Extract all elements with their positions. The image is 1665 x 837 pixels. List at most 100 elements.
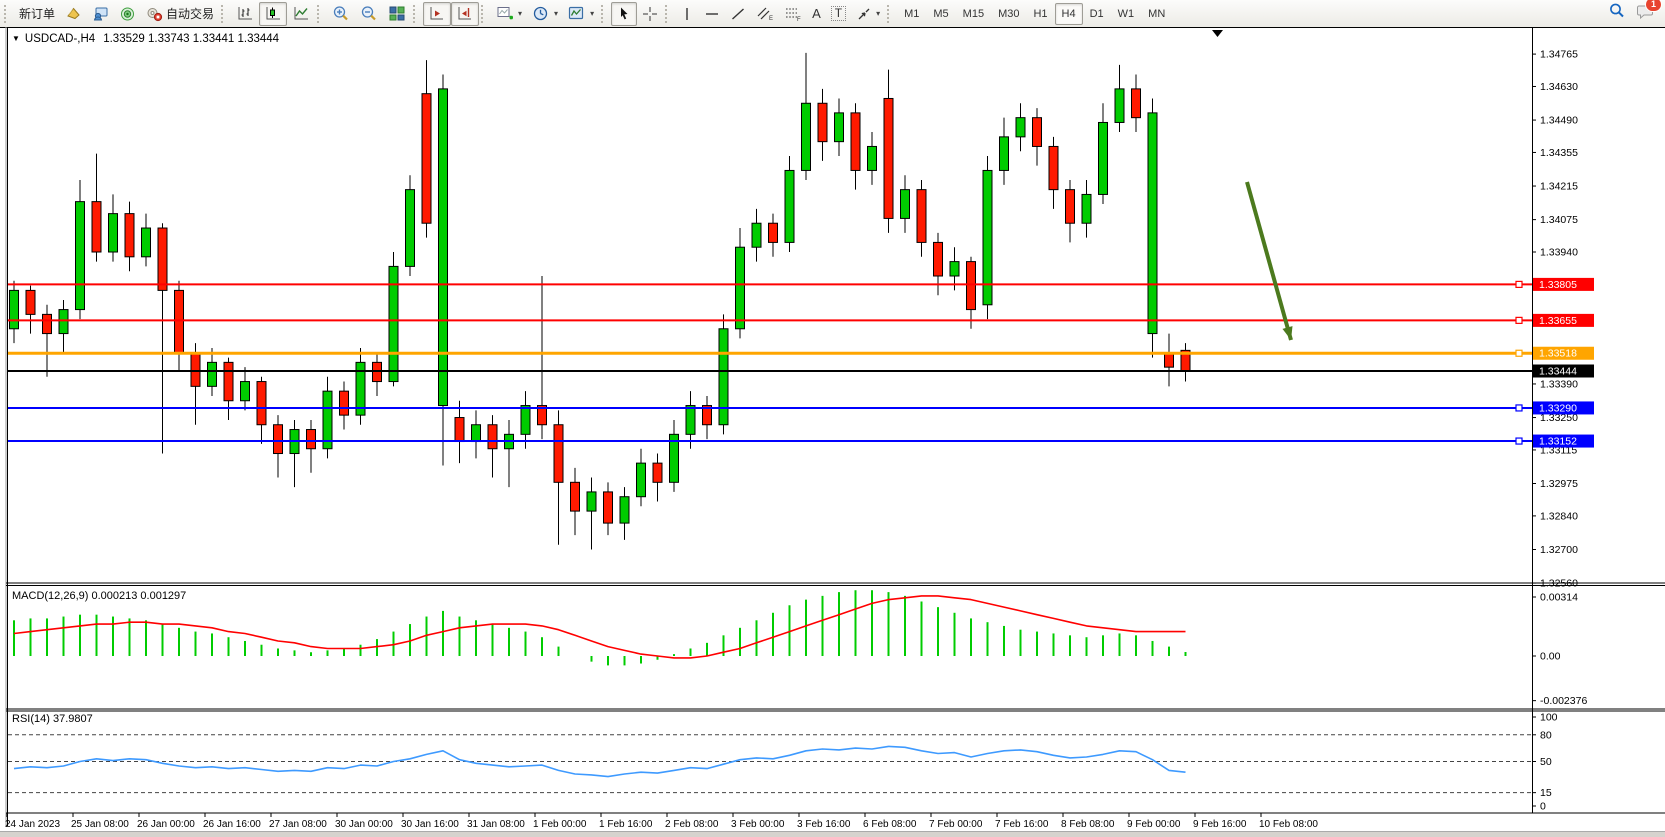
svg-text:1.33152: 1.33152 [1539, 436, 1577, 448]
vertical-line-tool-button[interactable] [675, 2, 699, 26]
timeframe-m30[interactable]: M30 [998, 7, 1020, 20]
svg-text:F: F [797, 17, 801, 22]
svg-text:1.32560: 1.32560 [1540, 578, 1578, 590]
timeframe-m15[interactable]: M15 [962, 7, 985, 20]
svg-text:100: 100 [1540, 712, 1558, 724]
dropdown-caret: ▾ [590, 9, 595, 18]
svg-text:1.32700: 1.32700 [1540, 544, 1578, 556]
timeframe-h1[interactable]: H1 [1033, 7, 1048, 20]
trendline-tool-button[interactable] [725, 2, 751, 26]
text-tool-button[interactable]: A [807, 2, 826, 26]
svg-text:1.33290: 1.33290 [1539, 402, 1577, 414]
bar-chart-icon [236, 5, 254, 22]
bar-chart-button[interactable] [231, 2, 259, 26]
zoom-in-icon [332, 5, 350, 22]
auto-trading-button[interactable]: 自动交易 [141, 2, 219, 26]
search-button[interactable] [1608, 2, 1626, 25]
template-icon [568, 5, 586, 22]
channel-tool-button[interactable]: E [751, 2, 779, 26]
svg-text:26 Jan 00:00: 26 Jan 00:00 [137, 819, 195, 830]
chart-area: 1.34765 1.34630 1.34490 1.34355 1.34215 1.340… [0, 27, 1665, 837]
new-order-button[interactable]: 新订单 [14, 2, 60, 26]
svg-text:1.34355: 1.34355 [1540, 147, 1578, 159]
zoom-in-button[interactable] [327, 2, 355, 26]
svg-text:1.32975: 1.32975 [1540, 478, 1578, 490]
timeframe-mn[interactable]: MN [1148, 7, 1166, 20]
price-chart-canvas[interactable]: 1.34765 1.34630 1.34490 1.34355 1.34215 1.340… [0, 27, 1665, 837]
chart-shift-icon [456, 5, 474, 22]
fibonacci-tool-button[interactable]: F [779, 2, 807, 26]
svg-text:1 Feb 16:00: 1 Feb 16:00 [599, 819, 653, 830]
signal-icon [119, 6, 136, 22]
svg-text:6 Feb 08:00: 6 Feb 08:00 [863, 819, 917, 830]
svg-text:30 Jan 16:00: 30 Jan 16:00 [401, 819, 459, 830]
zoom-out-icon [360, 5, 378, 22]
svg-text:1.34215: 1.34215 [1540, 181, 1578, 193]
indicators-button[interactable]: ▾ [491, 2, 527, 26]
line-chart-button[interactable] [287, 2, 315, 26]
timeframe-m5[interactable]: M5 [933, 7, 949, 20]
svg-text:1.32840: 1.32840 [1540, 510, 1578, 522]
svg-text:-0.002376: -0.002376 [1540, 695, 1587, 707]
periods-button[interactable]: ▾ [527, 2, 563, 26]
clock-icon [532, 5, 550, 22]
auto-trading-icon [146, 6, 163, 22]
terminal-button[interactable] [87, 2, 114, 26]
timeframe-m1[interactable]: M1 [904, 7, 920, 20]
toolbar-grip [4, 4, 10, 23]
svg-text:50: 50 [1540, 756, 1552, 768]
signals-button[interactable] [114, 2, 141, 26]
label-tool-icon: T [830, 6, 847, 21]
toolbar-grip [665, 4, 671, 23]
svg-text:1.34490: 1.34490 [1540, 115, 1578, 127]
orders-button[interactable] [60, 2, 87, 26]
svg-text:1.33518: 1.33518 [1539, 348, 1577, 360]
templates-button[interactable]: ▾ [563, 2, 599, 26]
svg-text:1.33444: 1.33444 [1539, 366, 1577, 378]
horizontal-line-tool-button[interactable] [699, 2, 725, 26]
toolbar-grip [413, 4, 419, 23]
zoom-out-button[interactable] [355, 2, 383, 26]
svg-text:E: E [769, 16, 773, 22]
text-tool-icon: A [812, 6, 821, 21]
notification-badge: 1 [1645, 0, 1662, 12]
svg-text:1 Feb 00:00: 1 Feb 00:00 [533, 819, 587, 830]
chart-shift-button[interactable] [451, 1, 480, 26]
dropdown-caret: ▾ [518, 9, 523, 18]
svg-text:30 Jan 00:00: 30 Jan 00:00 [335, 819, 393, 830]
svg-text:1.33390: 1.33390 [1540, 378, 1578, 390]
toolbar-grip [887, 4, 893, 23]
timeframe-d1[interactable]: D1 [1089, 7, 1104, 20]
cursor-button[interactable] [611, 1, 638, 26]
tile-windows-button[interactable] [383, 2, 411, 26]
chat-button[interactable]: 1 [1636, 0, 1662, 25]
toolbar-grip [481, 4, 487, 23]
svg-text:8 Feb 08:00: 8 Feb 08:00 [1061, 819, 1115, 830]
dropdown-caret: ▾ [876, 9, 881, 18]
candlestick-chart-button[interactable] [259, 1, 288, 26]
timeframe-h4[interactable]: H4 [1054, 2, 1083, 25]
svg-text:27 Jan 08:00: 27 Jan 08:00 [269, 819, 327, 830]
svg-text:24 Jan 2023: 24 Jan 2023 [5, 819, 60, 830]
svg-text:1.33805: 1.33805 [1539, 279, 1577, 291]
toolbar-grip [317, 4, 323, 23]
add-indicator-icon [496, 5, 514, 22]
svg-text:7 Feb 16:00: 7 Feb 16:00 [995, 819, 1049, 830]
dropdown-caret: ▾ [554, 9, 559, 18]
svg-text:1.33940: 1.33940 [1540, 247, 1578, 259]
svg-text:7 Feb 00:00: 7 Feb 00:00 [929, 819, 983, 830]
toolbar-grip [221, 4, 227, 23]
svg-text:0.00: 0.00 [1540, 651, 1561, 663]
svg-text:31 Jan 08:00: 31 Jan 08:00 [467, 819, 525, 830]
crosshair-button[interactable] [637, 2, 663, 26]
search-icon [1608, 3, 1626, 24]
timeframe-w1[interactable]: W1 [1117, 7, 1135, 20]
arrows-tool-button[interactable]: ▾ [851, 2, 885, 26]
toolbar-right: 1 [1608, 0, 1662, 25]
auto-scroll-button[interactable] [423, 1, 452, 26]
svg-text:1.34075: 1.34075 [1540, 214, 1578, 226]
tile-windows-icon [388, 5, 406, 22]
label-tool-button[interactable]: T [826, 2, 851, 26]
arrows-tool-icon [856, 6, 872, 22]
